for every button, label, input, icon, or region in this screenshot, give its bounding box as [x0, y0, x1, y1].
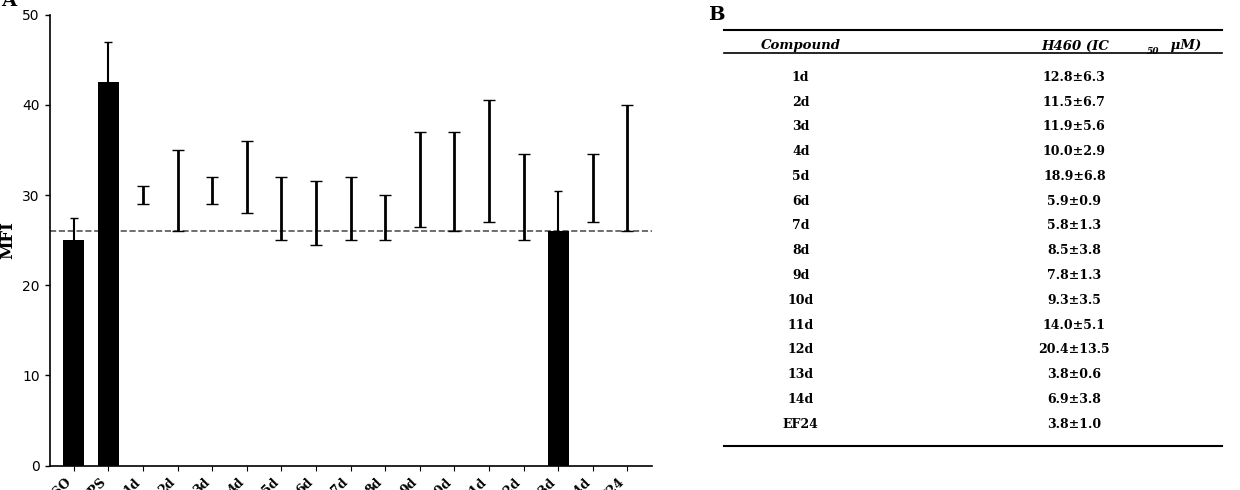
Text: 10d: 10d: [787, 294, 813, 307]
Text: 4d: 4d: [792, 145, 810, 158]
Text: 13d: 13d: [787, 368, 813, 381]
Text: 12.8±6.3: 12.8±6.3: [1043, 71, 1106, 84]
Text: Compound: Compound: [760, 40, 841, 52]
Text: 7.8±1.3: 7.8±1.3: [1048, 269, 1101, 282]
Text: 11d: 11d: [787, 318, 813, 332]
Text: 12d: 12d: [787, 343, 813, 356]
Text: 5d: 5d: [792, 170, 810, 183]
Text: 18.9±6.8: 18.9±6.8: [1043, 170, 1106, 183]
Text: 6d: 6d: [792, 195, 810, 208]
Text: 14.0±5.1: 14.0±5.1: [1043, 318, 1106, 332]
Text: 11.5±6.7: 11.5±6.7: [1043, 96, 1106, 108]
Bar: [548, 231, 569, 466]
Text: B: B: [708, 6, 724, 24]
Y-axis label: MFI: MFI: [0, 221, 16, 259]
Text: 10.0±2.9: 10.0±2.9: [1043, 145, 1106, 158]
Text: A: A: [1, 0, 16, 10]
Text: 20.4±13.5: 20.4±13.5: [1039, 343, 1110, 356]
Text: 7d: 7d: [792, 220, 810, 232]
Text: 8.5±3.8: 8.5±3.8: [1048, 245, 1101, 257]
Text: H460 (IC: H460 (IC: [1042, 40, 1110, 52]
Text: EF24: EF24: [782, 418, 818, 431]
Bar: [63, 240, 84, 466]
Text: 9d: 9d: [792, 269, 810, 282]
Text: 3.8±1.0: 3.8±1.0: [1048, 418, 1101, 431]
Text: 3d: 3d: [792, 121, 810, 133]
Text: 50: 50: [1147, 47, 1159, 56]
Text: 3.8±0.6: 3.8±0.6: [1048, 368, 1101, 381]
Bar: [98, 82, 119, 465]
Text: 11.9±5.6: 11.9±5.6: [1043, 121, 1106, 133]
Text: 6.9±3.8: 6.9±3.8: [1048, 393, 1101, 406]
Text: 8d: 8d: [792, 245, 810, 257]
Text: μM): μM): [1167, 40, 1202, 52]
Text: 9.3±3.5: 9.3±3.5: [1048, 294, 1101, 307]
Text: 1d: 1d: [792, 71, 810, 84]
Text: 5.8±1.3: 5.8±1.3: [1048, 220, 1101, 232]
Text: 5.9±0.9: 5.9±0.9: [1048, 195, 1101, 208]
Text: 14d: 14d: [787, 393, 813, 406]
Text: 2d: 2d: [792, 96, 810, 108]
